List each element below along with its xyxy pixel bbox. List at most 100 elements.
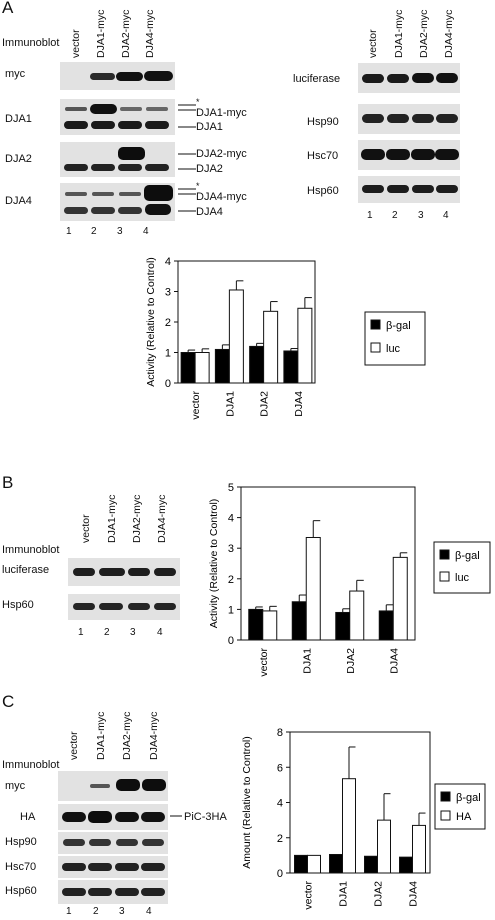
legend-frame: [364, 311, 426, 366]
bar: [214, 348, 230, 384]
blot-band: [142, 779, 166, 791]
panel-c-lane-header: DJA4-myc: [148, 711, 160, 760]
western-blot-dja2: [60, 142, 175, 177]
panel-a-lane-header: vector: [70, 29, 82, 58]
bar: [297, 307, 313, 384]
bar: [335, 611, 351, 641]
blot-band: [90, 73, 115, 80]
lane-number: 1: [66, 226, 72, 237]
blot-band: [88, 863, 112, 871]
blot-band: [99, 603, 123, 610]
bar: [248, 608, 264, 641]
western-blot-hsp60: [58, 880, 168, 904]
y-axis-label: Amount (Relative to Control): [241, 736, 253, 868]
blot-band: [90, 104, 117, 114]
legend-swatch: [440, 791, 451, 802]
lane-number: 2: [392, 210, 398, 221]
western-blot-hsp90: [358, 104, 460, 134]
blot-row-label: Hsc70: [5, 861, 37, 873]
bar: [392, 556, 408, 641]
panel-c-lane-header: DJA1-myc: [95, 711, 107, 760]
y-tick-label: 3: [165, 287, 171, 299]
y-tick-label: 1: [165, 348, 171, 360]
bar: [291, 601, 307, 641]
blot-band: [412, 114, 434, 123]
blot-band: [89, 839, 111, 846]
lane-number: 1: [78, 627, 84, 638]
western-blot-hsp90: [58, 832, 168, 854]
panel-a-immunoblot-label: Immunoblot: [2, 37, 60, 49]
chart-c-amount: 0 2 4 6 8 Amount (Relative to Control) vector D…: [241, 727, 486, 910]
y-tick-label: 5: [228, 482, 234, 494]
y-tick-label: 8: [277, 727, 283, 739]
western-blot-luciferase: [358, 63, 460, 93]
legend-label: luc: [455, 572, 470, 584]
blot-band: [387, 114, 409, 123]
legend-label: β-gal: [386, 320, 411, 332]
lane-number: 4: [157, 627, 163, 638]
blot-band: [115, 812, 139, 822]
plot-frame: [240, 486, 416, 641]
western-blot-dja4: [60, 183, 175, 221]
blot-band: [386, 149, 410, 160]
blot-band: [88, 811, 112, 823]
blot-row-label: myc: [5, 780, 26, 792]
blot-band: [73, 568, 95, 576]
blot-band: [65, 107, 87, 111]
panel-b-lane-header: DJA1-myc: [106, 494, 118, 543]
blot-band: [116, 839, 138, 846]
blot-row-label: DJA1: [5, 113, 32, 125]
blot-band: [118, 147, 145, 160]
band-label: DJA4: [196, 206, 223, 218]
blot-band: [141, 888, 165, 896]
blot-band: [62, 863, 86, 871]
band-bracket-lines: [178, 188, 196, 212]
blot-band: [118, 121, 142, 129]
blot-band: [145, 121, 169, 129]
blot-band: [412, 185, 434, 193]
panel-a-lane-header: DJA2-myc: [418, 9, 430, 58]
chart-b-activity: 0 1 2 3 4 5 Activity (Relative to Control) vect…: [208, 482, 491, 677]
blot-band: [387, 74, 409, 83]
x-tick-label: DJA2: [373, 881, 385, 907]
western-blot-hsc70: [58, 856, 168, 878]
blot-band: [362, 114, 384, 123]
blot-band: [62, 812, 86, 822]
blot-band: [92, 192, 114, 196]
lane-number: 4: [443, 210, 449, 221]
blot-row-label: DJA2: [5, 153, 32, 165]
panel-a-lane-header: DJA4-myc: [443, 9, 455, 58]
blot-row-label: HA: [20, 811, 36, 823]
y-tick-label: 2: [228, 574, 234, 586]
y-tick-label: 6: [277, 762, 283, 774]
blot-band: [362, 185, 384, 193]
band-label: DJA1-myc: [196, 107, 247, 119]
lane-number: 2: [104, 627, 110, 638]
blot-band: [387, 185, 409, 193]
bar: [399, 856, 413, 874]
band-label: DJA1: [196, 121, 223, 133]
bar: [262, 610, 278, 641]
blot-band: [64, 207, 88, 214]
panel-b-letter: B: [2, 473, 14, 492]
x-tick-label: DJA1: [338, 881, 350, 907]
legend-label: HA: [456, 811, 472, 823]
bar: [377, 819, 391, 874]
blot-band: [412, 73, 434, 83]
band-bracket-lines: [170, 815, 182, 817]
legend-swatch: [439, 571, 450, 582]
lane-number: 3: [418, 210, 424, 221]
blot-band: [63, 839, 85, 846]
blot-row-label: luciferase: [2, 564, 50, 576]
western-blot-myc: [60, 62, 175, 90]
western-blot-hsp60: [68, 594, 180, 620]
band-label: PiC-3HA: [184, 811, 227, 823]
blot-row-label: Hsc70: [307, 150, 339, 162]
lane-number: 3: [117, 226, 123, 237]
bar: [329, 853, 343, 874]
panel-a-lane-header: DJA1-myc: [95, 9, 107, 58]
panel-b-lane-header: DJA2-myc: [131, 494, 143, 543]
blot-band: [64, 164, 88, 171]
lane-number: 3: [130, 627, 136, 638]
band-label: DJA2: [196, 163, 223, 175]
